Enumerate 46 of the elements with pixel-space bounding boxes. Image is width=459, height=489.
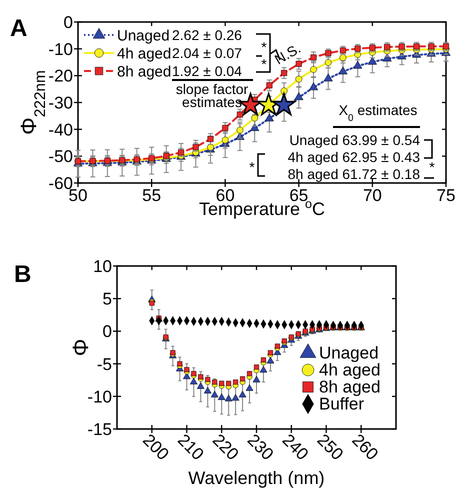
annotation: slope factor estimates — [176, 81, 249, 110]
y-tick-label: 5 — [102, 290, 112, 309]
annotation: X$_{0}$ estimates — [338, 102, 418, 124]
annotation: 1.92 ± 0.04 — [172, 63, 242, 79]
y-tick-label: -10 — [48, 40, 73, 59]
annotation: 2.04 ± 0.07 — [172, 45, 242, 61]
x-tick-label: 260 — [348, 430, 382, 464]
x-tick-label: 240 — [278, 430, 312, 464]
legend-label: 4h aged — [117, 46, 172, 62]
annotation: 2.62 ± 0.26 — [172, 27, 242, 43]
x-tick-label: 200 — [139, 430, 173, 464]
y-tick-label: -10 — [87, 387, 112, 406]
y-tick-label: -15 — [87, 420, 112, 439]
annotation: 4h aged 62.95 ± 0.43 — [288, 149, 420, 165]
legend-label: Unaged — [319, 344, 379, 362]
x-tick-label: 230 — [244, 430, 278, 464]
y-tick-label: 0 — [64, 13, 73, 32]
annotation: 8h aged 61.72 ± 0.18 — [288, 166, 420, 182]
chart-title: B — [14, 261, 32, 288]
x-tick-label: 220 — [208, 430, 242, 464]
x-tick-label: 70 — [362, 186, 382, 205]
annotation: * — [429, 159, 436, 175]
y-tick-label: -40 — [48, 120, 73, 140]
annotation: * — [261, 39, 268, 55]
legend-label: 8h aged — [319, 378, 380, 396]
legend-label: 8h aged — [117, 64, 172, 80]
y-tick-label: -5 — [96, 354, 112, 374]
annotation: * — [249, 159, 256, 175]
chart-title: A — [10, 15, 28, 42]
x-tick-label: 55 — [142, 186, 162, 205]
annotation: * — [261, 56, 268, 72]
y-tick-label: -50 — [48, 147, 73, 166]
x-axis-title: Wavelength (nm) — [188, 468, 325, 488]
y-tick-label: -30 — [48, 94, 73, 112]
y-tick-label: 0 — [102, 322, 112, 342]
annotation: Unaged 63.99 ± 0.54 — [289, 132, 420, 148]
legend-label: Buffer — [319, 394, 364, 414]
y-tick-label: -20 — [48, 66, 73, 86]
legend-label: Unaged — [117, 28, 170, 44]
x-tick-label: 210 — [174, 430, 208, 464]
legend-label: 4h aged — [319, 360, 380, 380]
x-tick-label: 75 — [436, 186, 456, 205]
x-tick-label: 250 — [313, 430, 347, 464]
y-tick-label: 10 — [93, 257, 112, 276]
annotation: N.S. — [272, 40, 304, 68]
y-axis-title: Φ — [68, 338, 93, 356]
